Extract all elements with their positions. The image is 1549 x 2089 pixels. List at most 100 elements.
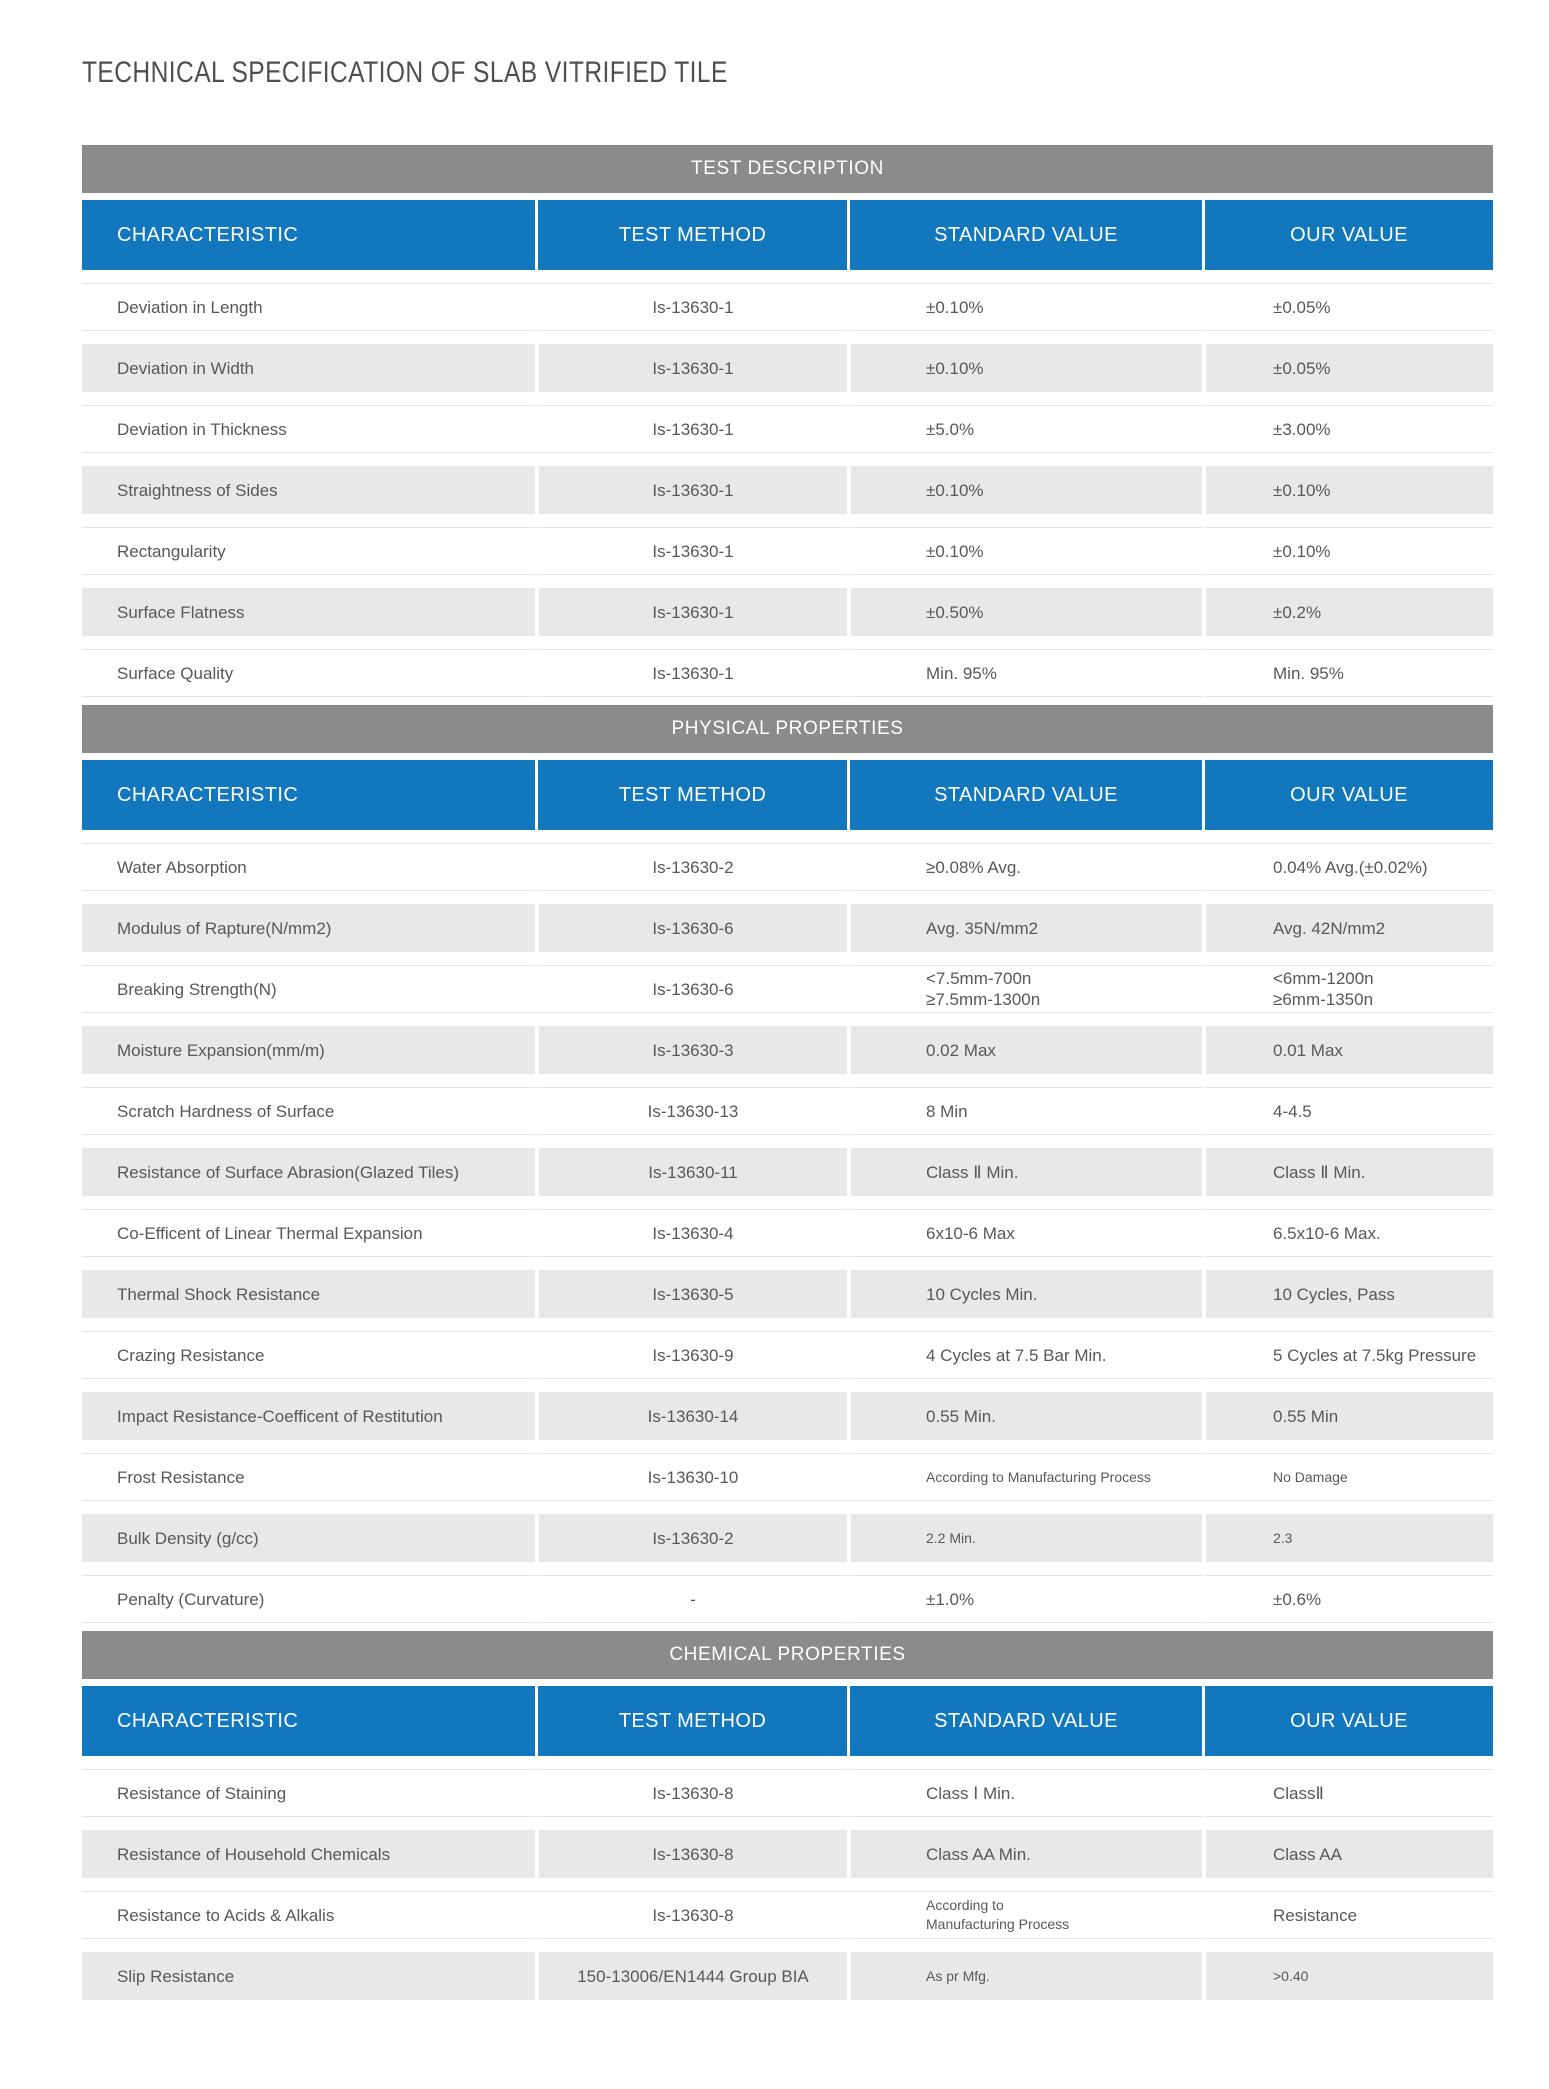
cell-characteristic: Scratch Hardness of Surface bbox=[82, 1087, 535, 1135]
cell-standard-value: As pr Mfg. bbox=[847, 1952, 1202, 2000]
cell-characteristic: Slip Resistance bbox=[82, 1952, 535, 2000]
cell-standard-value: Class AA Min. bbox=[847, 1830, 1202, 1878]
cell-test-method: 150-13006/EN1444 Group BIA bbox=[535, 1952, 847, 2000]
cell-our-value: ±0.05% bbox=[1202, 283, 1493, 331]
cell-test-method: Is-13630-6 bbox=[535, 904, 847, 952]
cell-our-value: 2.3 bbox=[1202, 1514, 1493, 1562]
cell-characteristic: Crazing Resistance bbox=[82, 1331, 535, 1379]
cell-characteristic: Bulk Density (g/cc) bbox=[82, 1514, 535, 1562]
cell-test-method: Is-13630-6 bbox=[535, 965, 847, 1013]
section-bar-physical-properties: PHYSICAL PROPERTIES bbox=[82, 705, 1493, 753]
cell-test-method: Is-13630-1 bbox=[535, 527, 847, 575]
cell-our-value: Min. 95% bbox=[1202, 649, 1493, 697]
cell-test-method: Is-13630-9 bbox=[535, 1331, 847, 1379]
cell-characteristic: Surface Flatness bbox=[82, 588, 535, 636]
cell-our-value: ClassⅡ bbox=[1202, 1769, 1493, 1817]
spec-row-breaking-strength-n: Breaking Strength(N) Is-13630-6 <7.5mm-700… bbox=[82, 965, 1493, 1013]
cell-our-value: >0.40 bbox=[1202, 1952, 1493, 2000]
cell-standard-value: ±0.10% bbox=[847, 283, 1202, 331]
cell-test-method: Is-13630-10 bbox=[535, 1453, 847, 1501]
column-header-test-method: TEST METHOD bbox=[535, 1686, 847, 1756]
cell-standard-value: 2.2 Min. bbox=[847, 1514, 1202, 1562]
spec-row-resistance-of-surface-abrasion-glazed-tiles: Resistance of Surface Abrasion(Glazed Ti… bbox=[82, 1148, 1493, 1196]
cell-standard-value: ±0.10% bbox=[847, 527, 1202, 575]
cell-our-value: 5 Cycles at 7.5kg Pressure bbox=[1202, 1331, 1493, 1379]
spec-row-resistance-to-acids-alkalis: Resistance to Acids & Alkalis Is-13630-8 A… bbox=[82, 1891, 1493, 1939]
cell-standard-value: 8 Min bbox=[847, 1087, 1202, 1135]
column-header-standard-value: STANDARD VALUE bbox=[847, 1686, 1202, 1756]
cell-test-method: Is-13630-8 bbox=[535, 1891, 847, 1939]
spec-sheet-page: TECHNICAL SPECIFICATION OF SLAB VITRIFIE… bbox=[0, 55, 1549, 2030]
column-header-characteristic: CHARACTERISTIC bbox=[82, 200, 535, 270]
cell-test-method: Is-13630-2 bbox=[535, 843, 847, 891]
cell-standard-value: 10 Cycles Min. bbox=[847, 1270, 1202, 1318]
cell-test-method: Is-13630-8 bbox=[535, 1769, 847, 1817]
spec-row-straightness-of-sides: Straightness of Sides Is-13630-1 ±0.10% ±0.… bbox=[82, 466, 1493, 514]
column-header-our-value: OUR VALUE bbox=[1202, 200, 1493, 270]
cell-characteristic: Modulus of Rapture(N/mm2) bbox=[82, 904, 535, 952]
cell-our-value: Class AA bbox=[1202, 1830, 1493, 1878]
spec-row-penalty-curvature: Penalty (Curvature) - ±1.0% ±0.6% bbox=[82, 1575, 1493, 1623]
cell-test-method: Is-13630-1 bbox=[535, 466, 847, 514]
cell-our-value: 10 Cycles, Pass bbox=[1202, 1270, 1493, 1318]
spec-row-thermal-shock-resistance: Thermal Shock Resistance Is-13630-5 10 Cyc… bbox=[82, 1270, 1493, 1318]
cell-standard-value: According to Manufacturing Process bbox=[847, 1891, 1202, 1939]
cell-our-value: No Damage bbox=[1202, 1453, 1493, 1501]
spec-row-co-efficent-of-linear-thermal-expansion: Co-Efficent of Linear Thermal Expansion I… bbox=[82, 1209, 1493, 1257]
cell-standard-value: ±0.10% bbox=[847, 344, 1202, 392]
cell-our-value: ±0.2% bbox=[1202, 588, 1493, 636]
spec-row-moisture-expansion-mm-m: Moisture Expansion(mm/m) Is-13630-3 0.02 M… bbox=[82, 1026, 1493, 1074]
cell-characteristic: Resistance to Acids & Alkalis bbox=[82, 1891, 535, 1939]
cell-standard-value: Avg. 35N/mm2 bbox=[847, 904, 1202, 952]
cell-our-value: Resistance bbox=[1202, 1891, 1493, 1939]
cell-our-value: 4-4.5 bbox=[1202, 1087, 1493, 1135]
cell-standard-value: 6x10-6 Max bbox=[847, 1209, 1202, 1257]
column-header-our-value: OUR VALUE bbox=[1202, 760, 1493, 830]
column-header-our-value: OUR VALUE bbox=[1202, 1686, 1493, 1756]
cell-characteristic: Moisture Expansion(mm/m) bbox=[82, 1026, 535, 1074]
cell-our-value: Avg. 42N/mm2 bbox=[1202, 904, 1493, 952]
cell-our-value: 0.55 Min bbox=[1202, 1392, 1493, 1440]
cell-test-method: Is-13630-1 bbox=[535, 344, 847, 392]
section-chemical-properties: CHEMICAL PROPERTIES CHARACTERISTIC TEST ME… bbox=[82, 1631, 1493, 2000]
column-header-standard-value: STANDARD VALUE bbox=[847, 760, 1202, 830]
cell-standard-value: Class Ⅱ Min. bbox=[847, 1148, 1202, 1196]
cell-standard-value: 4 Cycles at 7.5 Bar Min. bbox=[847, 1331, 1202, 1379]
table-header-row: CHARACTERISTIC TEST METHOD STANDARD VALUE O… bbox=[82, 200, 1493, 270]
cell-test-method: Is-13630-13 bbox=[535, 1087, 847, 1135]
cell-standard-value: 0.55 Min. bbox=[847, 1392, 1202, 1440]
cell-characteristic: Impact Resistance-Coefficent of Restitut… bbox=[82, 1392, 535, 1440]
cell-characteristic: Rectangularity bbox=[82, 527, 535, 575]
spec-row-impact-resistance-coefficent-of-restitution: Impact Resistance-Coefficent of Restitut… bbox=[82, 1392, 1493, 1440]
spec-row-deviation-in-thickness: Deviation in Thickness Is-13630-1 ±5.0% ±3.… bbox=[82, 405, 1493, 453]
spec-row-surface-flatness: Surface Flatness Is-13630-1 ±0.50% ±0.2% bbox=[82, 588, 1493, 636]
cell-test-method: Is-13630-11 bbox=[535, 1148, 847, 1196]
cell-characteristic: Breaking Strength(N) bbox=[82, 965, 535, 1013]
cell-standard-value: Min. 95% bbox=[847, 649, 1202, 697]
cell-characteristic: Deviation in Width bbox=[82, 344, 535, 392]
table-header-row: CHARACTERISTIC TEST METHOD STANDARD VALUE O… bbox=[82, 1686, 1493, 1756]
cell-characteristic: Co-Efficent of Linear Thermal Expansion bbox=[82, 1209, 535, 1257]
cell-test-method: Is-13630-1 bbox=[535, 649, 847, 697]
cell-test-method: Is-13630-4 bbox=[535, 1209, 847, 1257]
cell-standard-value: ≥0.08% Avg. bbox=[847, 843, 1202, 891]
page-title: TECHNICAL SPECIFICATION OF SLAB VITRIFIE… bbox=[82, 56, 728, 89]
cell-our-value: ±3.00% bbox=[1202, 405, 1493, 453]
cell-test-method: Is-13630-2 bbox=[535, 1514, 847, 1562]
cell-characteristic: Resistance of Household Chemicals bbox=[82, 1830, 535, 1878]
cell-our-value: 0.04% Avg.(±0.02%) bbox=[1202, 843, 1493, 891]
table-header-row: CHARACTERISTIC TEST METHOD STANDARD VALUE O… bbox=[82, 760, 1493, 830]
spec-row-water-absorption: Water Absorption Is-13630-2 ≥0.08% Avg. 0.0… bbox=[82, 843, 1493, 891]
spec-row-resistance-of-household-chemicals: Resistance of Household Chemicals Is-1363… bbox=[82, 1830, 1493, 1878]
cell-standard-value: ±0.10% bbox=[847, 466, 1202, 514]
cell-test-method: Is-13630-1 bbox=[535, 283, 847, 331]
cell-test-method: Is-13630-5 bbox=[535, 1270, 847, 1318]
cell-standard-value: ±1.0% bbox=[847, 1575, 1202, 1623]
cell-characteristic: Penalty (Curvature) bbox=[82, 1575, 535, 1623]
cell-standard-value: ±5.0% bbox=[847, 405, 1202, 453]
cell-our-value: ±0.05% bbox=[1202, 344, 1493, 392]
column-header-characteristic: CHARACTERISTIC bbox=[82, 760, 535, 830]
column-header-standard-value: STANDARD VALUE bbox=[847, 200, 1202, 270]
cell-our-value: ±0.10% bbox=[1202, 527, 1493, 575]
cell-our-value: ±0.6% bbox=[1202, 1575, 1493, 1623]
